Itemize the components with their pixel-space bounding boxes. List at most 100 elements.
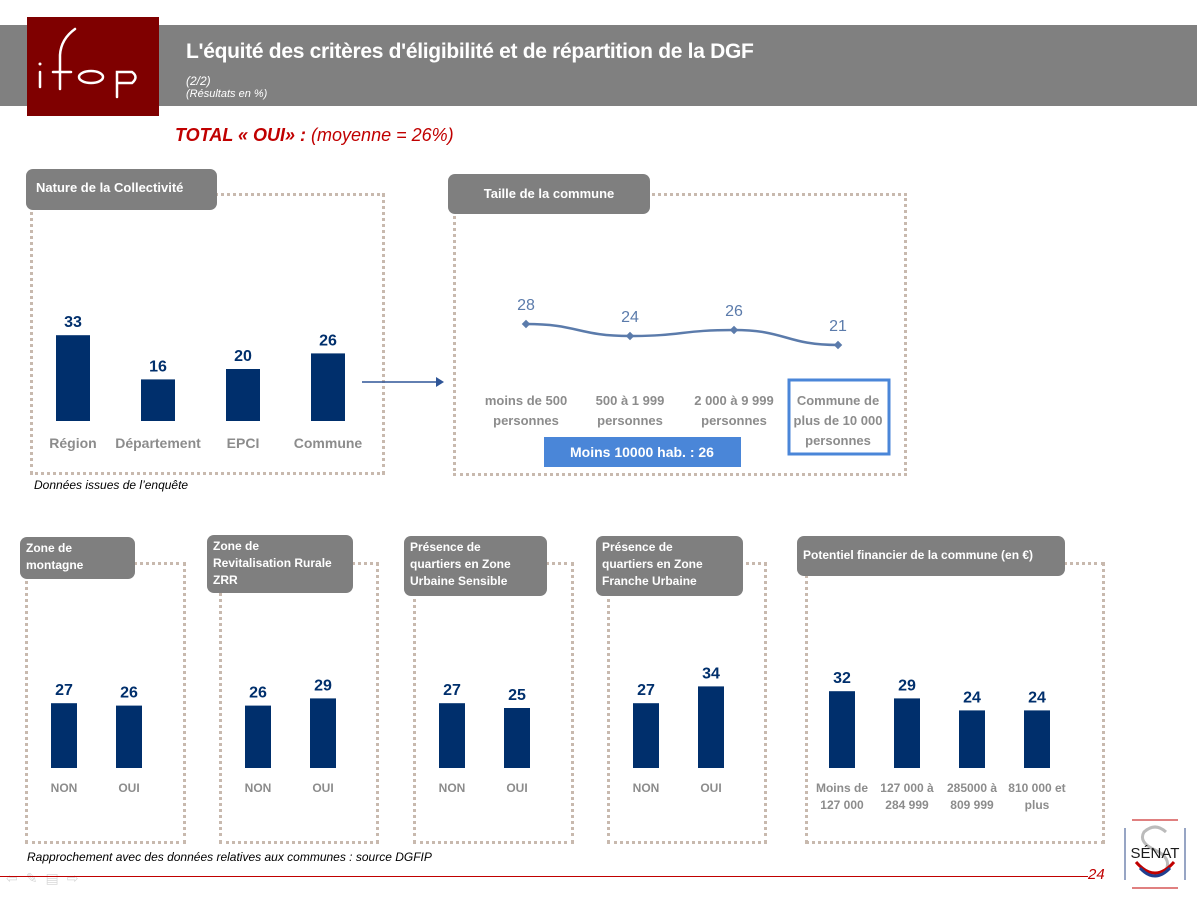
data-label: 20 <box>234 348 252 365</box>
data-label: 29 <box>314 677 332 694</box>
category-label: Commune de <box>797 393 879 408</box>
category-label: OUI <box>700 781 721 795</box>
tab-zfu: Présence de quartiers en Zone Franche Ur… <box>596 536 743 596</box>
category-label: Département <box>115 435 201 451</box>
data-point <box>729 325 739 335</box>
bar <box>311 353 345 421</box>
category-label: personnes <box>597 413 663 428</box>
chart-nature: 33 Région 16 Département 20 EPCI 26 Commune <box>49 314 363 451</box>
data-label: 29 <box>898 677 916 694</box>
category-label: 127 000 à <box>880 781 934 795</box>
data-label: 27 <box>637 682 655 699</box>
arrow-connector <box>362 377 444 387</box>
category-label: 2 000 à 9 999 <box>694 393 774 408</box>
category-label: NON <box>245 781 272 795</box>
chart-zrr: 26 NON 29 OUI <box>245 677 336 795</box>
tab-zrr: Zone de Revitalisation Rurale ZRR <box>207 535 353 593</box>
data-label: 26 <box>725 303 743 320</box>
tab-zrr-line: Zone de <box>213 539 260 553</box>
data-point <box>625 331 635 341</box>
page-title: L'équité des critères d'éligibilité et d… <box>186 40 754 63</box>
subtitle-unit: (Résultats en %) <box>186 88 268 100</box>
bar <box>1024 710 1050 768</box>
bar <box>504 708 530 768</box>
data-label: 34 <box>702 665 720 682</box>
data-label: 26 <box>319 332 337 349</box>
page-number: 24 <box>1088 866 1105 883</box>
total-label: TOTAL « OUI» : <box>175 125 307 145</box>
category-label: 285000 à <box>947 781 997 795</box>
bar <box>829 691 855 768</box>
bar <box>959 710 985 768</box>
bar <box>439 703 465 768</box>
menu-icon[interactable]: ▤ <box>45 870 67 886</box>
category-label: Commune <box>294 435 363 451</box>
data-label: 24 <box>1028 689 1046 706</box>
data-label: 24 <box>621 309 639 326</box>
data-label: 16 <box>149 358 167 375</box>
category-label: OUI <box>506 781 527 795</box>
category-label: 284 999 <box>885 798 929 812</box>
tab-montagne: Zone de montagne <box>20 537 135 579</box>
category-label: personnes <box>805 433 871 448</box>
tab-zus-line: Présence de <box>410 540 481 554</box>
bar <box>226 369 260 421</box>
tab-potentiel: Potentiel financier de la commune (en €) <box>797 536 1065 576</box>
footer-divider <box>0 876 1088 877</box>
tab-zus-line: Urbaine Sensible <box>410 574 508 588</box>
chart-taille: 28 24 26 21 moins de 500 personnes 500 à 1 999… <box>485 297 891 467</box>
series-line <box>525 322 839 347</box>
bar <box>894 698 920 768</box>
data-label: 27 <box>55 682 73 699</box>
annotation-label: Moins 10000 hab. : 26 <box>570 444 714 460</box>
category-label: personnes <box>493 413 559 428</box>
chart-montagne: 27 NON 26 OUI <box>51 682 142 795</box>
bar <box>116 705 142 768</box>
bar <box>245 705 271 768</box>
category-label: Moins de <box>816 781 868 795</box>
category-label: Région <box>49 435 96 451</box>
tab-zrr-line: Revitalisation Rurale <box>213 556 332 570</box>
data-label: 26 <box>249 685 267 702</box>
data-label: 21 <box>829 318 847 335</box>
senat-logo-text: SÉNAT <box>1131 845 1180 862</box>
data-point <box>521 319 531 329</box>
data-label: 24 <box>963 689 981 706</box>
category-label: plus de 10 000 <box>794 413 883 428</box>
category-label: plus <box>1025 798 1050 812</box>
tab-nature: Nature de la Collectivité <box>26 169 217 210</box>
ifop-logo <box>27 17 159 116</box>
data-label: 26 <box>120 685 138 702</box>
category-label: 500 à 1 999 <box>596 393 665 408</box>
tab-zfu-line: Franche Urbaine <box>602 574 697 588</box>
category-label: OUI <box>312 781 333 795</box>
tab-zfu-line: Présence de <box>602 540 673 554</box>
note-source: Rapprochement avec des données relatives… <box>27 850 432 864</box>
category-label: 810 000 et <box>1008 781 1065 795</box>
data-label: 27 <box>443 682 461 699</box>
note-survey: Données issues de l’enquête <box>34 478 189 492</box>
bar <box>698 686 724 768</box>
bar <box>56 335 90 421</box>
tab-zrr-line: ZRR <box>213 573 238 587</box>
pen-icon[interactable]: ✎ <box>25 870 46 886</box>
tab-zfu-line: quartiers en Zone <box>602 557 703 571</box>
tab-zus-line: quartiers en Zone <box>410 557 511 571</box>
arrow-right-icon[interactable]: ⇨ <box>66 870 87 886</box>
category-label: 127 000 <box>820 798 864 812</box>
highlight-box <box>787 378 891 456</box>
tab-montagne-line: Zone de <box>26 541 73 555</box>
data-label: 28 <box>517 297 535 314</box>
bar <box>310 698 336 768</box>
data-label: 33 <box>64 314 82 331</box>
tab-montagne-line: montagne <box>26 558 84 572</box>
category-label: NON <box>633 781 660 795</box>
nav-controls: ⇦✎▤⇨ <box>6 870 86 887</box>
data-label: 32 <box>833 670 851 687</box>
senat-logo: SÉNAT <box>1124 818 1186 890</box>
total-mean: (moyenne = 26%) <box>311 125 454 145</box>
chart-potentiel: 32 Moins de 127 000 29 127 000 à 284 999 24 285… <box>816 670 1066 812</box>
tab-zus: Présence de quartiers en Zone Urbaine Se… <box>404 536 547 596</box>
bar <box>141 379 175 421</box>
arrow-left-icon[interactable]: ⇦ <box>6 870 26 886</box>
